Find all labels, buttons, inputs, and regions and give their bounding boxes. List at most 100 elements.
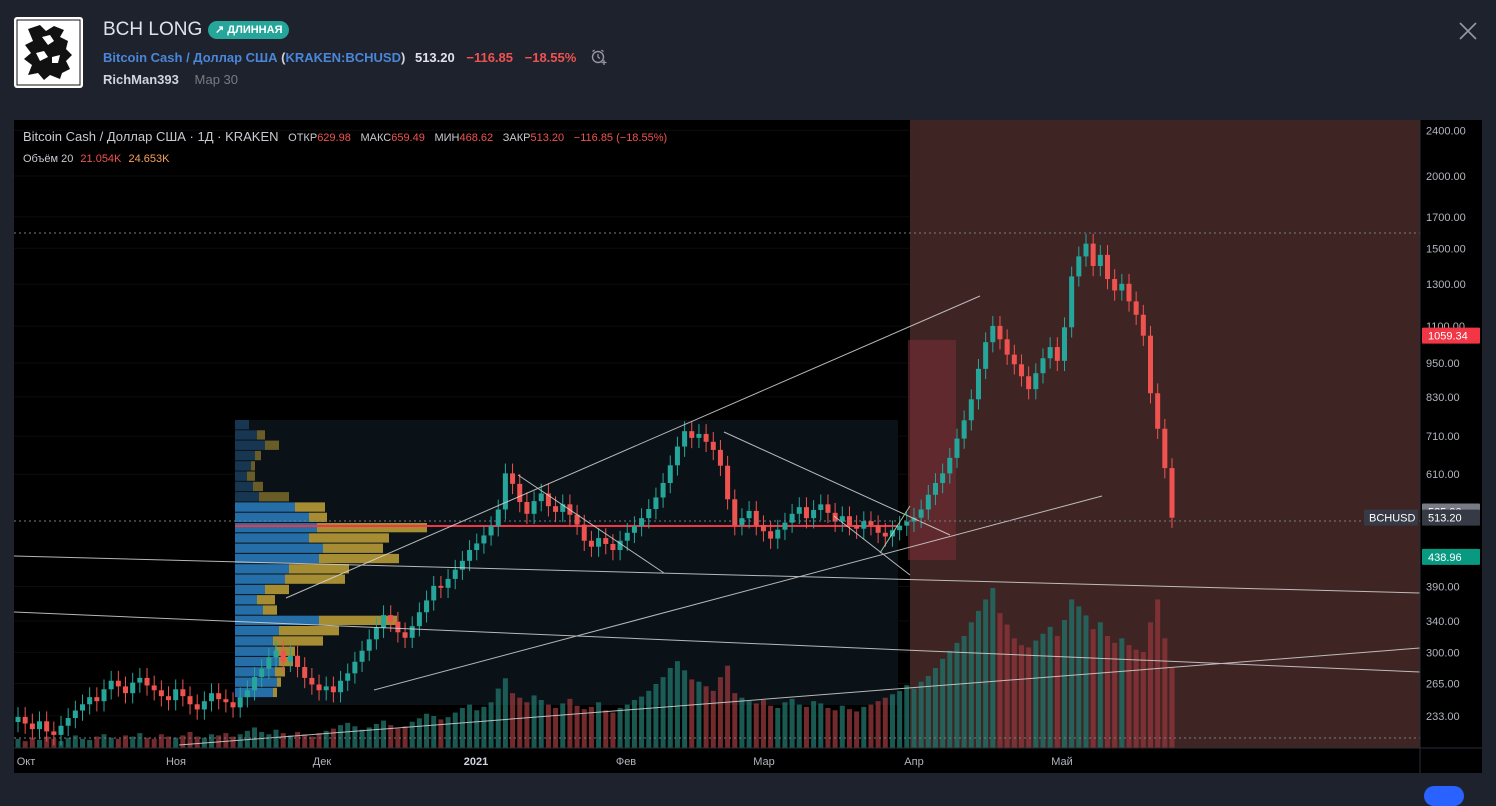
volume-bar [101,734,107,748]
candle-body [1104,254,1110,280]
volume-bar [22,741,28,748]
candle-body [574,514,580,525]
y-tick-label: 950.00 [1426,358,1460,370]
volume-bar [803,706,809,748]
candle-body [158,690,164,697]
candle-body [1061,327,1067,361]
x-tick-label: Мар [753,756,775,768]
chart-container[interactable]: 2400.00 2000.00 1700.00 1500.00 1300.00 1100.… [13,120,1482,773]
volume-bar [975,610,981,748]
candle-body [603,538,609,544]
y-tick-label: 830.00 [1426,392,1460,404]
volume-bar [746,701,752,748]
candle-body [65,718,71,726]
symbol-label-box [1364,509,1418,526]
candle-body [1018,364,1024,377]
volume-bar [1155,599,1161,748]
alarm-clock-plus-icon[interactable] [590,48,608,69]
candle-body [553,506,559,512]
price-label-box [1422,509,1480,526]
stop-loss-zone [908,340,956,560]
volume-bar [1162,638,1168,748]
candle-body [216,693,222,700]
candle-body [1004,339,1010,355]
volume-bar [531,695,537,748]
floating-action-button[interactable] [1424,786,1464,806]
candle-body [1140,314,1146,336]
paren-close: ) [401,49,406,65]
volume-bar [1033,640,1039,748]
volume-bar [517,697,523,748]
candle-body [295,655,301,668]
price-label-box [1422,548,1480,565]
candle-body [531,501,537,514]
candle-body [703,433,709,442]
volume-bar [861,706,867,748]
author-name-link[interactable]: RichMan393 [103,72,179,87]
vp-down-bar [319,615,397,625]
vp-up-bar [235,502,295,512]
x-tick-label: Апр [904,756,923,768]
volume-bar [882,697,888,748]
volume-bar [854,711,860,748]
volume-bar [194,736,200,748]
volume-bar [818,703,824,748]
candle-body [983,342,989,369]
vp-down-bar [323,543,383,553]
candle-body [1133,301,1139,315]
volume-bar [567,698,573,748]
volume-bar [911,688,917,748]
volume-bar [538,700,544,748]
candle-body [954,438,960,458]
candle-body [201,701,207,710]
volume-bar [918,681,924,748]
vp-down-bar [309,512,327,522]
volume-bar [811,701,817,748]
volume-bar [223,733,229,748]
symbol-name-link[interactable]: Bitcoin Cash / Доллар США [103,49,278,65]
volume-bar [846,709,852,748]
legend-symbol-title: Bitcoin Cash / Доллар США · 1Д · KRAKEN [23,129,279,144]
volume-bar [359,729,365,748]
volume-bar [166,736,172,748]
vp-down-bar [275,667,285,677]
vp-up-bar [235,523,317,533]
volume-bar [80,738,86,748]
volume-bar [1147,622,1153,748]
volume-bar [1104,636,1110,748]
volume-bar [983,599,989,748]
trend-line-lower-channel [13,611,1421,673]
volume-bar [868,704,874,748]
candle-body [15,716,21,723]
candle-body [287,655,293,662]
vp-up-bar [235,605,263,615]
author-avatar[interactable] [14,17,83,88]
volume-bar [474,710,480,748]
volume-bar [1140,652,1146,748]
volume-bar [173,737,179,748]
price-chart[interactable]: 2400.002000.001700.001500.001300.001100.… [13,120,1482,773]
volume-bar [940,658,946,748]
y-tick-label: 710.00 [1426,431,1460,443]
close-icon [1459,22,1477,40]
volume-bar [553,708,559,748]
volume-bars [15,588,1175,748]
vp-down-bar [319,553,399,564]
volume-bar [1011,638,1017,748]
vp-up-bar [235,687,273,698]
candle-body [639,518,645,527]
trend-line-rising-wedge-top [285,295,981,599]
close-button[interactable] [1457,20,1479,42]
y-tick-label: 340.00 [1426,616,1460,628]
volume-bar [273,729,279,748]
candle-body [940,473,946,483]
y-tick-label: 1700.00 [1426,212,1466,224]
ticker-link[interactable]: KRAKEN:BCHUSD [285,49,401,65]
candle-body [488,526,494,536]
griffin-logo-icon [16,19,81,86]
candle-body [230,702,236,708]
candle-body [811,509,817,519]
candle-body [1033,373,1039,390]
vp-up-bar [235,646,275,656]
volume-bar [796,704,802,748]
